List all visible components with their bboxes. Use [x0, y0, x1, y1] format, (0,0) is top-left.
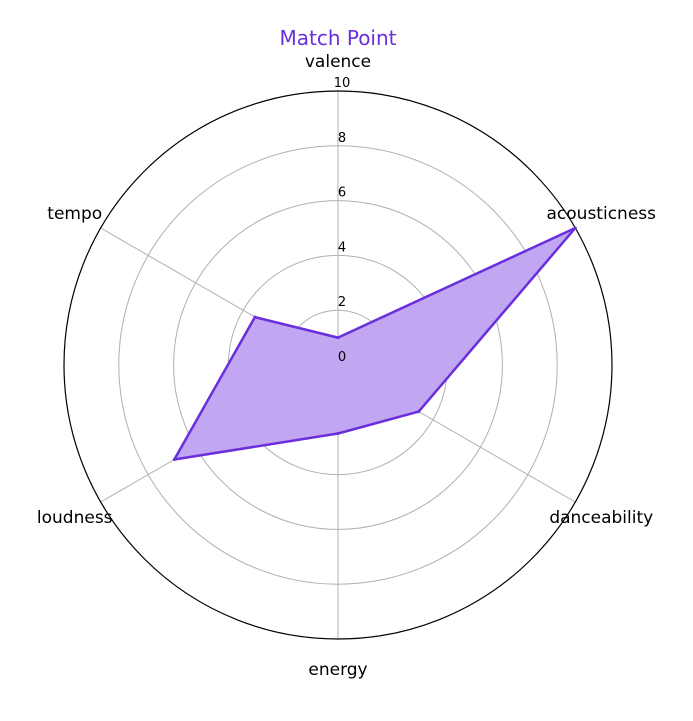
- axis-labels: valence acousticness danceability energy lou…: [37, 52, 656, 680]
- tick-label-8: 8: [338, 131, 346, 146]
- radial-tick-labels: 0 2 4 6 8 10: [334, 76, 351, 365]
- tick-label-2: 2: [338, 295, 346, 310]
- radar-series: [172, 226, 577, 462]
- data-point-danceability: [417, 410, 421, 414]
- axis-label-tempo: tempo: [47, 204, 102, 224]
- data-point-energy: [336, 432, 340, 435]
- data-point-valence: [336, 336, 340, 340]
- axis-label-energy: energy: [308, 660, 367, 680]
- axis-label-valence: valence: [305, 52, 371, 72]
- axis-label-danceability: danceability: [549, 508, 653, 528]
- data-point-acousticness: [573, 226, 577, 230]
- tick-label-6: 6: [338, 186, 346, 201]
- data-point-loudness: [172, 458, 176, 462]
- data-point-tempo: [253, 315, 257, 319]
- chart-title: Match Point: [279, 26, 396, 50]
- axis-label-acousticness: acousticness: [547, 204, 657, 224]
- tick-label-0: 0: [338, 350, 346, 365]
- axis-label-loudness: loudness: [37, 508, 113, 528]
- outer-frame: [63, 90, 613, 640]
- tick-label-10: 10: [334, 76, 351, 91]
- tick-label-4: 4: [338, 240, 346, 255]
- series-area-0: [174, 228, 576, 460]
